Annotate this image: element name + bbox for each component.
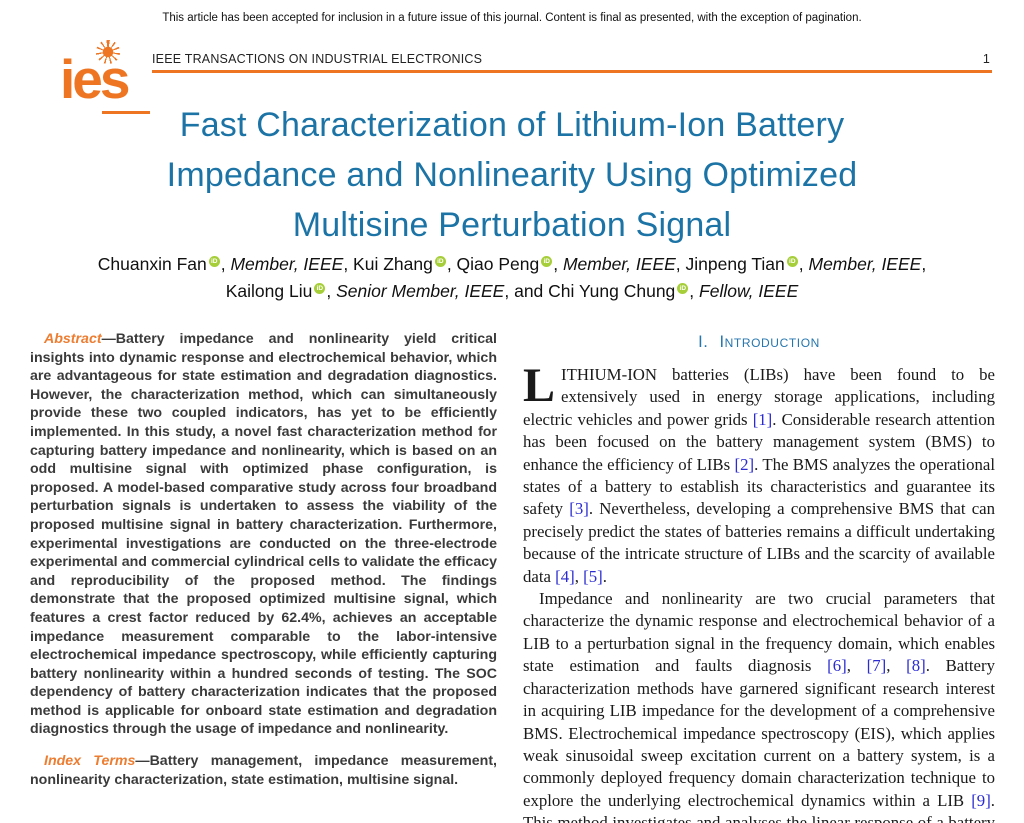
ies-logo-text: ies — [60, 48, 130, 110]
author-name-text: , — [220, 254, 231, 274]
section-heading-introduction: I. Introduction — [523, 333, 995, 352]
citation-link[interactable]: [1] — [752, 409, 773, 429]
orcid-icon[interactable]: iD — [314, 283, 326, 294]
citation-link[interactable]: [8] — [906, 656, 926, 676]
acceptance-disclaimer: This article has been accepted for inclu… — [162, 12, 862, 24]
author-name-text: , — [689, 281, 700, 301]
abstract-text: —Battery impedance and nonlinearity yiel… — [30, 331, 497, 738]
citation-link[interactable]: [9] — [971, 790, 991, 810]
citation-link[interactable]: [3] — [569, 499, 589, 519]
sunburst-icon — [96, 40, 120, 64]
intro-paragraph-1-text: ITHIUM-ION batteries (LIBs) have been fo… — [523, 365, 995, 586]
header-rule — [152, 70, 992, 73]
paper-title: Fast Characterization of Lithium-Ion Bat… — [40, 100, 984, 250]
logo-underline — [102, 111, 150, 114]
author-name-text: , Jinpeng Tian — [675, 254, 785, 274]
two-column-body: Abstract—Battery impedance and nonlinear… — [30, 330, 995, 823]
index-terms-paragraph: Index Terms—Battery management, impedanc… — [30, 752, 497, 789]
author-name-text: , — [921, 254, 927, 274]
author-name-text: , — [326, 281, 337, 301]
citation-link[interactable]: [7] — [866, 656, 887, 676]
journal-name: IEEE TRANSACTIONS ON INDUSTRIAL ELECTRON… — [152, 52, 483, 66]
running-header: IEEE TRANSACTIONS ON INDUSTRIAL ELECTRON… — [152, 52, 992, 68]
citation-link[interactable]: [6] — [827, 656, 847, 676]
index-terms-text: —Battery management, impedance measureme… — [30, 753, 497, 788]
abstract-label: Abstract — [44, 331, 102, 347]
author-affiliation: Member, IEEE — [230, 254, 344, 274]
citation-link[interactable]: [4] — [555, 566, 575, 586]
author-name-text: , — [798, 254, 809, 274]
intro-paragraph-2: Impedance and nonlinearity are two cruci… — [523, 588, 995, 823]
orcid-icon[interactable]: iD — [677, 283, 689, 294]
left-column: Abstract—Battery impedance and nonlinear… — [30, 330, 497, 789]
author-name-text: Chuanxin Fan — [97, 254, 207, 274]
orcid-icon[interactable]: iD — [434, 256, 446, 267]
title-line-1: Fast Characterization of Lithium-Ion Bat… — [179, 106, 845, 144]
abstract-paragraph: Abstract—Battery impedance and nonlinear… — [30, 330, 497, 739]
section-number: I. — [698, 333, 709, 351]
author-line-1: Chuanxin Fan iD, Member, IEEE, Kui Zhang i… — [30, 251, 994, 278]
orcid-icon[interactable]: iD — [541, 256, 553, 267]
author-list: Chuanxin Fan iD, Member, IEEE, Kui Zhang i… — [30, 251, 994, 305]
author-name-text: , Kui Zhang — [343, 254, 433, 274]
title-line-3: Multisine Perturbation Signal — [292, 206, 732, 244]
orcid-icon[interactable]: iD — [208, 256, 220, 267]
citation-link[interactable]: [5] — [583, 566, 603, 586]
intro-paragraph-2-text: Impedance and nonlinearity are two cruci… — [523, 589, 995, 823]
author-line-2: Kailong Liu iD, Senior Member, IEEE, and … — [30, 278, 994, 305]
author-affiliation: Fellow, IEEE — [699, 281, 799, 301]
author-affiliation: Member, IEEE — [562, 254, 676, 274]
ies-logo: ies — [60, 40, 170, 114]
drop-cap: L — [523, 359, 556, 412]
author-name-text: Kailong Liu — [225, 281, 313, 301]
index-terms-label: Index Terms — [44, 753, 136, 770]
author-name-text: , Qiao Peng — [446, 254, 540, 274]
author-affiliation: Member, IEEE — [808, 254, 922, 274]
orcid-icon[interactable]: iD — [786, 256, 798, 267]
page-number: 1 — [982, 52, 990, 66]
author-affiliation: Senior Member, IEEE — [336, 281, 505, 301]
title-line-2: Impedance and Nonlinearity Using Optimiz… — [166, 156, 858, 194]
citation-link[interactable]: [2] — [734, 454, 755, 474]
right-column: I. Introduction L ITHIUM-ION batteries (LI… — [523, 330, 995, 823]
intro-paragraph-1: L ITHIUM-ION batteries (LIBs) have been f… — [523, 359, 995, 588]
author-name-text: , — [553, 254, 563, 274]
author-name-text: , and Chi Yung Chung — [504, 281, 676, 301]
section-name: Introduction — [719, 333, 820, 351]
